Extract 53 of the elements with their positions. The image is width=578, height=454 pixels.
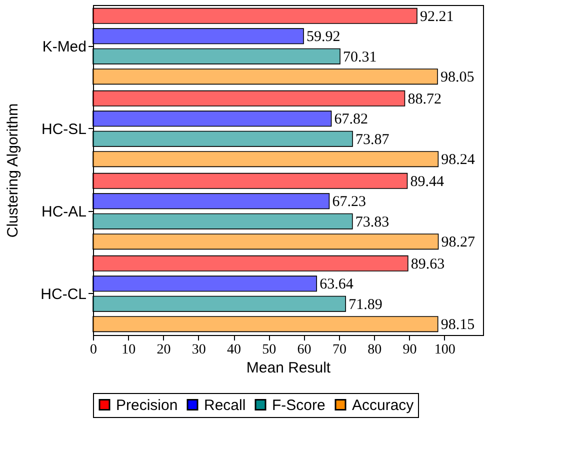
bar [92,172,408,189]
x-tick-label: 70 [332,342,346,358]
data-label: 98.27 [441,234,476,251]
x-tick-label: 10 [122,342,136,358]
bar [92,193,330,210]
data-label: 73.87 [356,132,390,148]
bar [92,90,406,106]
bar [92,316,438,332]
bar [92,151,439,168]
bar [92,48,340,64]
bar [92,255,408,272]
bar [92,276,317,292]
data-label: 67.82 [334,112,368,128]
legend-label: Precision [116,396,178,414]
bar [92,68,438,85]
data-label: 73.83 [355,214,390,230]
data-label: 88.72 [408,91,442,108]
data-label: 70.31 [343,49,377,66]
legend-label: F-Score [272,396,326,414]
data-label: 71.89 [348,296,382,313]
x-tick-label: 60 [297,342,312,358]
x-tick-label: 0 [90,342,97,358]
data-label: 59.92 [306,29,340,46]
data-label: 67.23 [332,194,366,210]
x-tick-label: 90 [402,342,417,358]
y-tick-label: K-Med [42,38,86,56]
bar [92,296,346,312]
bar [92,213,353,230]
data-label: 89.63 [410,256,445,272]
data-label: 89.44 [410,174,444,190]
y-axis-title: Clustering Algorithm [4,103,22,238]
y-tick-label: HC-CL [40,286,86,303]
data-label: 63.64 [320,276,354,293]
bar [92,234,439,250]
x-axis-title: Mean Result [246,360,332,376]
data-label: 98.15 [440,317,475,334]
bar [92,28,304,44]
bar [92,8,418,24]
y-tick-label: HC-SL [41,120,86,138]
y-tick-label: HC-AL [41,203,86,220]
data-label: 92.21 [420,8,454,25]
data-label: 98.24 [441,152,476,168]
x-tick-label: 30 [192,342,206,358]
x-tick-label: 100 [434,342,456,358]
x-tick-label: 80 [368,342,382,358]
legend-label: Accuracy [352,396,414,414]
x-tick-label: 40 [227,342,242,358]
bar [92,130,353,147]
legend-label: Recall [204,396,246,414]
data-label: 98.05 [440,70,474,86]
x-tick-label: 20 [156,342,171,358]
bar [92,110,332,127]
x-tick-label: 50 [262,342,276,358]
